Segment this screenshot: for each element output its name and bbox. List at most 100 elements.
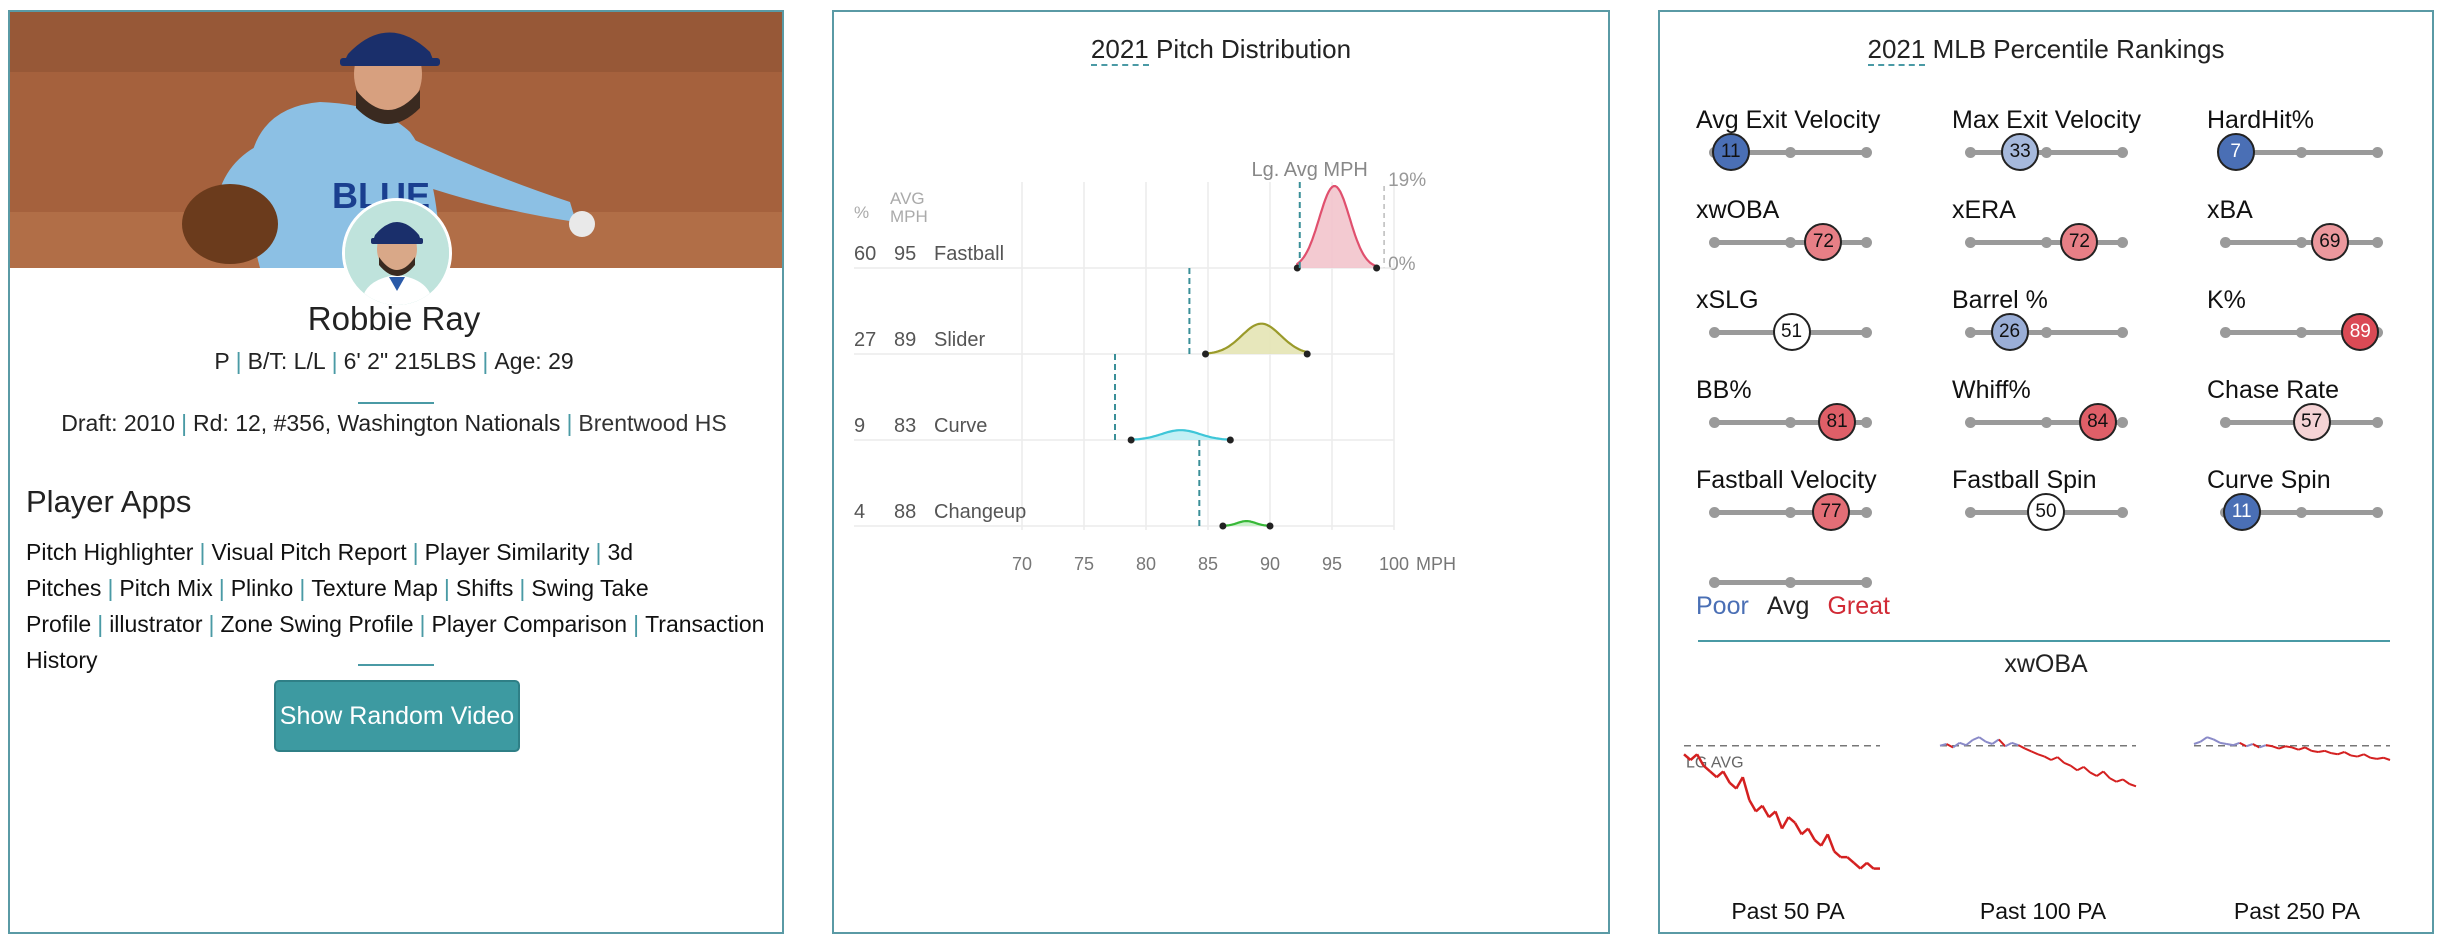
metric-name: BB% <box>1696 376 1752 404</box>
percentile-value-circle[interactable]: 33 <box>2001 133 2040 171</box>
metric-name: Barrel % <box>1952 286 2048 314</box>
xwoba-segment <box>2331 752 2338 756</box>
percentile-tick <box>2296 327 2307 338</box>
xwoba-segment <box>2350 754 2358 758</box>
app-link-player-comparison[interactable]: Player Comparison <box>431 611 628 637</box>
pitch-distribution-panel: 2021 Pitch Distribution 70 75 80 85 90 95 100 M… <box>832 10 1610 934</box>
xwoba-segment <box>1972 736 1980 741</box>
player-school: Brentwood HS <box>578 410 727 436</box>
percentile-value-circle[interactable]: 72 <box>1804 223 1843 261</box>
legend-great: Great <box>1827 592 1890 620</box>
xwoba-segment <box>1991 738 2000 745</box>
xwoba-segment <box>1820 833 1829 847</box>
percentile-value-circle[interactable]: 11 <box>1711 133 1750 171</box>
xwoba-rolling-title: xwOBA <box>2004 650 2088 678</box>
app-link-shifts[interactable]: Shifts <box>455 575 514 601</box>
link-separator: | <box>107 575 114 601</box>
app-link-3d-pitches[interactable]: 3d Pitches <box>26 539 634 601</box>
percentile-value-circle[interactable]: 11 <box>2222 493 2261 531</box>
xwoba-segment <box>1853 861 1862 870</box>
xwoba-segment <box>1866 861 1875 870</box>
xwoba-segment <box>2376 756 2384 760</box>
pitch-density-curve <box>1221 520 1272 527</box>
percentile-tick <box>1785 507 1796 518</box>
percentile-tick <box>1709 237 1720 248</box>
xwoba-segment <box>2056 756 2065 764</box>
app-link-pitch-mix[interactable]: Pitch Mix <box>119 575 213 601</box>
link-separator: | <box>595 539 602 565</box>
metric-name: Whiff% <box>1952 376 2031 404</box>
percentile-value-circle[interactable]: 84 <box>2078 403 2117 441</box>
app-link-plinko[interactable]: Plinko <box>230 575 294 601</box>
xwoba-segment <box>2004 741 2013 748</box>
pitch-avg-mph: 89 <box>894 329 916 351</box>
app-link-swing-take-profile[interactable]: Swing Take Profile <box>26 575 649 637</box>
percentile-tick <box>1785 417 1796 428</box>
percentile-value-circle[interactable]: 69 <box>2310 223 2349 261</box>
app-link-pitch-highlighter[interactable]: Pitch Highlighter <box>26 539 194 565</box>
percentile-tick <box>2372 237 2383 248</box>
link-separator: | <box>97 611 104 637</box>
xwoba-segment <box>2116 778 2124 783</box>
pitch-density-curve <box>1204 322 1309 355</box>
x-tick-label: 95 <box>1322 554 1342 574</box>
percentile-value-circle[interactable]: 81 <box>1818 403 1857 441</box>
xwoba-segment <box>2024 747 2032 753</box>
player-apps-heading: Player Apps <box>26 484 192 519</box>
app-link-illustrator[interactable]: illustrator <box>109 611 203 637</box>
xwoba-segment <box>2232 741 2241 747</box>
show-random-video-button[interactable]: Show Random Video <box>274 680 520 752</box>
percentile-tick <box>1861 507 1872 518</box>
xwoba-segment <box>2070 764 2078 772</box>
xwoba-segment <box>2050 756 2059 761</box>
percentile-value-circle[interactable]: 51 <box>1772 313 1811 351</box>
xwoba-segment <box>2199 736 2208 743</box>
pitch-range-max <box>1266 522 1274 530</box>
xwoba-segment <box>2076 765 2085 772</box>
xwoba-segment <box>1689 753 1698 761</box>
app-link-visual-pitch-report[interactable]: Visual Pitch Report <box>211 539 407 565</box>
pitch-density-fill <box>1205 323 1308 354</box>
player-apps-links: Pitch Highlighter | Visual Pitch Report | Pl… <box>26 534 766 678</box>
app-link-player-similarity[interactable]: Player Similarity <box>424 539 590 565</box>
density-scale-bottom: 0% <box>1388 254 1416 275</box>
xwoba-segment <box>1722 770 1731 784</box>
xwoba-segment <box>2122 778 2131 785</box>
percentile-tick <box>2296 147 2307 158</box>
xwoba-segment <box>1998 738 2007 747</box>
percentile-tick <box>1965 147 1976 158</box>
xwoba-segment <box>1735 776 1744 790</box>
app-link-zone-swing-profile[interactable]: Zone Swing Profile <box>220 611 414 637</box>
percentile-value-circle[interactable]: 26 <box>1990 313 2029 351</box>
percentile-value-circle[interactable]: 89 <box>2341 313 2380 351</box>
xwoba-rolling-charts: LG AVG <box>1683 736 2391 870</box>
pitch-distribution-year[interactable]: 2021 <box>1090 34 1149 66</box>
percentile-value-circle[interactable]: 72 <box>2060 223 2099 261</box>
draft-label: Draft: <box>61 410 118 436</box>
pitch-pct: 60 <box>854 243 876 265</box>
percentile-value-circle[interactable]: 50 <box>2027 493 2065 531</box>
pitch-density-fill <box>1297 186 1377 268</box>
metric-name: Fastball Velocity <box>1696 466 1877 494</box>
percentile-rankings-year[interactable]: 2021 <box>1867 34 1926 66</box>
metric-name: xERA <box>1952 196 2016 224</box>
legend-slider-tick <box>1785 577 1796 588</box>
xwoba-segment <box>1709 770 1718 779</box>
percentile-tick <box>2117 327 2128 338</box>
percentile-tick <box>2372 417 2383 428</box>
percentile-tick <box>1965 417 1976 428</box>
xwoba-segment <box>1859 861 1868 870</box>
xwoba-segment <box>2278 745 2286 750</box>
lg-avg-label: Lg. Avg MPH <box>1252 159 1368 181</box>
app-link-transaction-history[interactable]: Transaction History <box>26 611 765 673</box>
percentile-tick <box>1965 237 1976 248</box>
pitch-pct: 9 <box>854 415 865 437</box>
percentile-value-circle[interactable]: 57 <box>2292 403 2331 441</box>
pitch-range-max <box>1373 264 1381 272</box>
percentile-value-circle[interactable]: 7 <box>2216 133 2255 171</box>
percentile-value-circle[interactable]: 77 <box>1812 493 1851 531</box>
player-headshot <box>342 198 452 308</box>
pitch-distribution-title: 2021 Pitch Distribution <box>834 34 1608 66</box>
app-link-texture-map[interactable]: Texture Map <box>311 575 438 601</box>
